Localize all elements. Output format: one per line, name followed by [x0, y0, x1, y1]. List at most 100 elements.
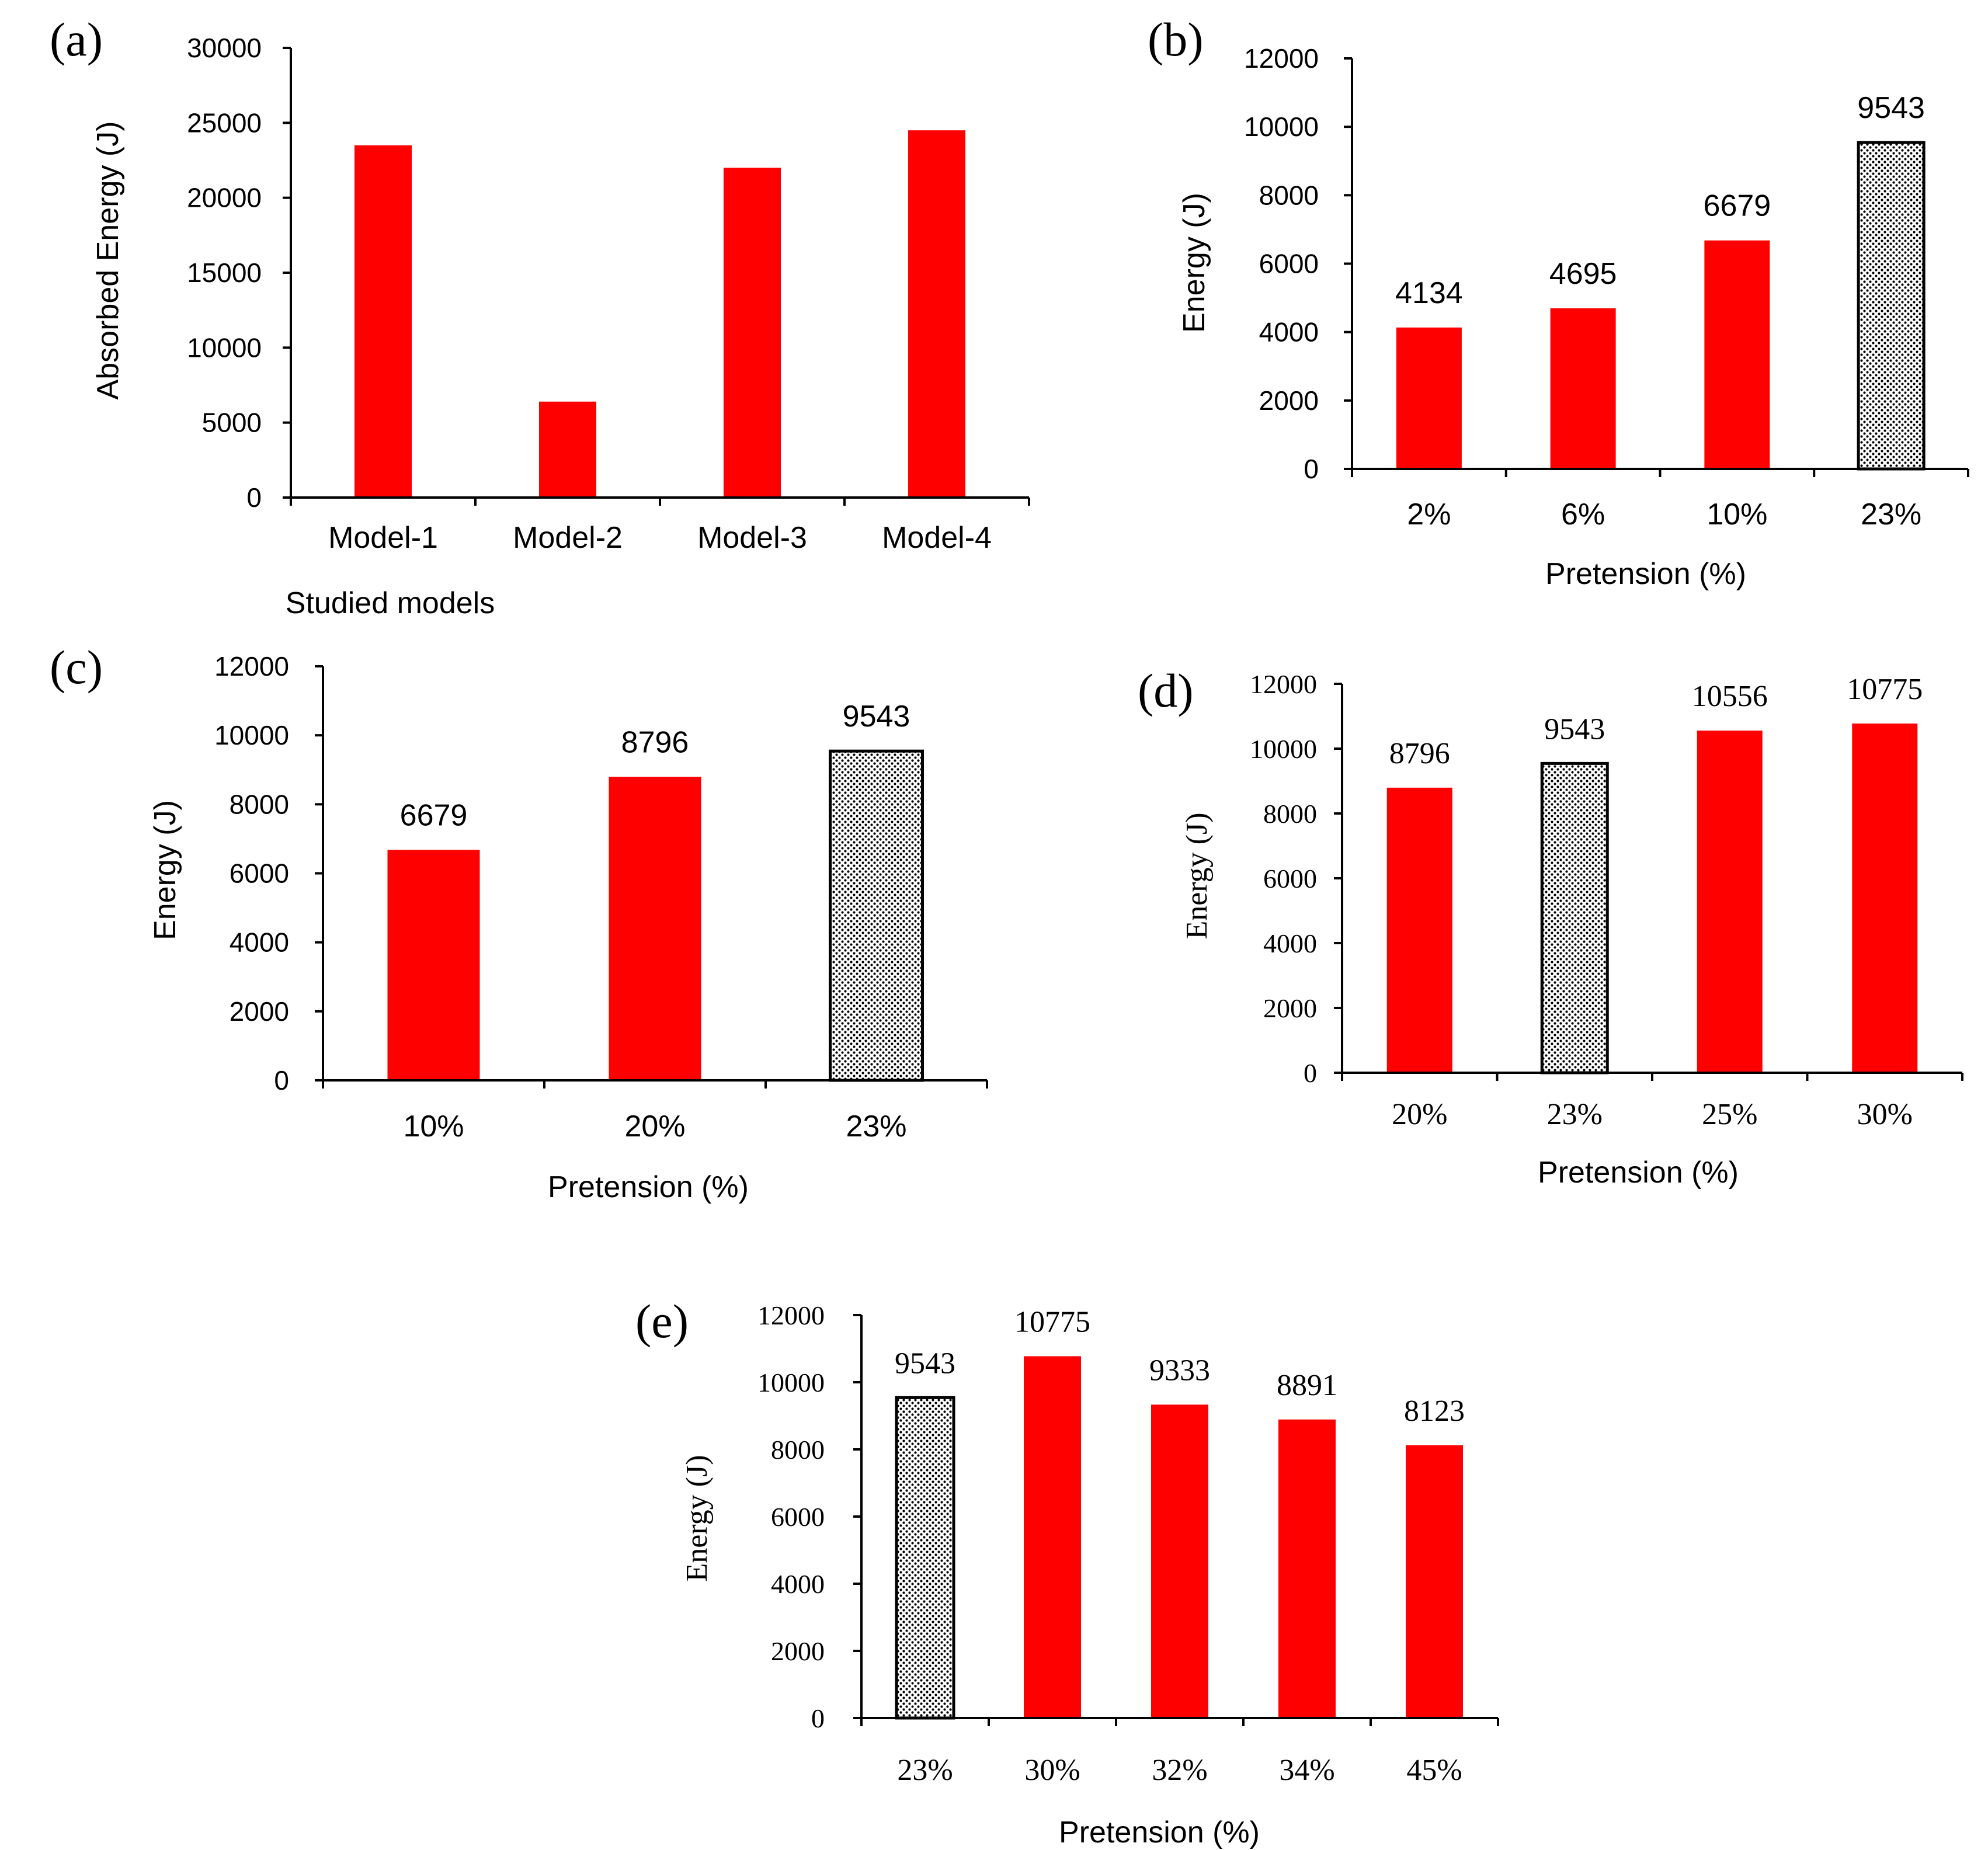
- y-tick-label: 10000: [1250, 734, 1317, 764]
- y-tick-label: 10000: [214, 720, 289, 750]
- x-tick-label: 23%: [1861, 498, 1921, 531]
- x-tick-label: Model-4: [882, 521, 992, 555]
- y-tick-label: 25000: [187, 107, 262, 138]
- x-tick-label: 25%: [1702, 1098, 1757, 1131]
- bar-d-1: [1386, 787, 1452, 1073]
- x-tick-label: 20%: [1392, 1098, 1447, 1131]
- y-tick-label: 0: [1304, 454, 1319, 484]
- x-tick-label: 30%: [1024, 1754, 1080, 1787]
- y-tick-label: 4000: [1259, 317, 1319, 347]
- data-label: 9543: [1544, 712, 1605, 746]
- data-label: 4134: [1395, 276, 1463, 310]
- panel-a: (a) 0 5000 10000 15000 20000 25000 30000 Model-…: [50, 13, 1030, 620]
- data-label: 4695: [1549, 257, 1617, 291]
- y-axis-label-c: Energy (J): [148, 800, 182, 940]
- bar-d-3: [1697, 731, 1763, 1073]
- y-axis-label-e: Energy (J): [680, 1455, 714, 1581]
- y-axis-label-b: Energy (J): [1177, 193, 1211, 333]
- data-label: 8796: [621, 725, 689, 759]
- x-axis-label-d: Pretension (%): [1538, 1156, 1739, 1190]
- data-labels-e: 9543 10775 9333 8891 8123: [895, 1305, 1465, 1427]
- x-tick-label: 32%: [1152, 1754, 1207, 1787]
- y-tick-label: 10000: [187, 332, 262, 363]
- y-ticks-a: 0 5000 10000 15000 20000 25000 30000 Model-1 Mod…: [187, 33, 1030, 555]
- y-tick-label: 4000: [230, 927, 289, 958]
- y-tick-label: 6000: [1263, 864, 1317, 893]
- bar-b-1: [1396, 327, 1462, 469]
- data-label: 9543: [895, 1347, 955, 1380]
- bar-c-1: [387, 850, 480, 1080]
- bar-a-4: [908, 130, 965, 498]
- bar-a-3: [724, 168, 781, 498]
- y-tick-label: 10000: [1244, 112, 1319, 142]
- data-label: 9333: [1149, 1354, 1210, 1387]
- x-tick-label: 10%: [1707, 498, 1767, 531]
- x-axis-label-b: Pretension (%): [1545, 557, 1746, 591]
- bar-b-4: [1857, 141, 1926, 471]
- x-tick-label: 45%: [1406, 1754, 1462, 1787]
- y-ticks-e: 0 2000 4000 6000 8000 10000 12000 23% 30% 32% 34% 4…: [757, 1300, 1499, 1787]
- data-label: 10556: [1692, 680, 1768, 713]
- x-tick-label: 23%: [1547, 1098, 1603, 1131]
- y-tick-label: 8000: [230, 789, 289, 819]
- y-tick-label: 12000: [1250, 669, 1317, 699]
- data-label: 8796: [1389, 737, 1450, 770]
- y-tick-label: 12000: [757, 1300, 825, 1330]
- panel-d: (d) 0 2000 4000 6000 8000 10000 12000 20% 23% 25%…: [1138, 664, 1963, 1190]
- x-tick-label: 23%: [846, 1110, 906, 1143]
- x-tick-label: 6%: [1561, 498, 1605, 531]
- x-tick-label: 2%: [1407, 498, 1451, 531]
- bar-c-3: [829, 749, 924, 1082]
- panel-label-d: (d): [1138, 664, 1194, 717]
- y-tick-label: 12000: [214, 651, 289, 681]
- data-label: 6679: [400, 798, 468, 832]
- data-labels-b: 4134 4695 6679 9543: [1395, 91, 1925, 310]
- bar-b-3: [1704, 240, 1770, 469]
- bar-a-2: [539, 401, 596, 498]
- y-tick-label: 6000: [771, 1502, 825, 1532]
- y-tick-label: 20000: [187, 183, 262, 213]
- x-tick-label: 20%: [624, 1110, 685, 1143]
- panel-label-b: (b): [1148, 13, 1204, 66]
- y-ticks-d: 0 2000 4000 6000 8000 10000 12000 20% 23% 25% 30%: [1250, 669, 1963, 1131]
- x-tick-label: Model-2: [513, 521, 623, 555]
- y-ticks-b: 0 2000 4000 6000 8000 10000 12000 2% 6% 10% 23%: [1244, 43, 1969, 531]
- y-tick-label: 12000: [1244, 43, 1319, 74]
- y-tick-label: 15000: [187, 258, 262, 288]
- data-label: 10775: [1847, 673, 1923, 706]
- bar-e-3: [1151, 1404, 1208, 1718]
- data-labels-c: 6679 8796 9543: [400, 700, 910, 832]
- bars-b: [1396, 141, 1926, 471]
- y-tick-label: 2000: [771, 1636, 825, 1666]
- y-tick-label: 8000: [1259, 180, 1319, 210]
- x-axis-label-e: Pretension (%): [1059, 1816, 1260, 1849]
- panel-b: (b) 0 2000 4000 6000 8000 10000 12000 2% 6% 10% 23…: [1148, 13, 1969, 591]
- data-label: 8891: [1277, 1369, 1337, 1402]
- x-axis-label-a: Studied models: [286, 586, 495, 620]
- panel-label-a: (a): [50, 13, 103, 66]
- x-tick-label: 34%: [1279, 1754, 1334, 1787]
- y-tick-label: 4000: [771, 1569, 825, 1599]
- data-label: 10775: [1014, 1305, 1090, 1338]
- bar-e-5: [1406, 1445, 1463, 1718]
- y-tick-label: 0: [246, 482, 262, 513]
- y-tick-label: 2000: [1263, 993, 1317, 1023]
- data-label: 9543: [1857, 91, 1925, 125]
- x-tick-label: 10%: [403, 1110, 464, 1143]
- bars-d: [1386, 723, 1918, 1074]
- y-tick-label: 6000: [230, 858, 289, 889]
- data-label: 8123: [1404, 1395, 1465, 1428]
- y-tick-label: 5000: [202, 408, 262, 438]
- panel-c: (c) 0 2000 4000 6000 8000 10000 12000 10% 20% 23%…: [50, 641, 988, 1204]
- bar-d-2: [1540, 761, 1609, 1074]
- y-tick-label: 4000: [1263, 929, 1317, 958]
- y-ticks-c: 0 2000 4000 6000 8000 10000 12000 10% 20% 23%: [214, 651, 988, 1143]
- y-tick-label: 2000: [230, 996, 289, 1027]
- y-tick-label: 8000: [771, 1435, 825, 1465]
- x-tick-label: Model-3: [697, 521, 807, 555]
- panel-e: (e) 0 2000 4000 6000 8000 10000 12000 23% 30% 32%…: [635, 1295, 1499, 1849]
- y-axis-label-d: Energy (J): [1180, 812, 1214, 939]
- bar-e-4: [1278, 1419, 1336, 1718]
